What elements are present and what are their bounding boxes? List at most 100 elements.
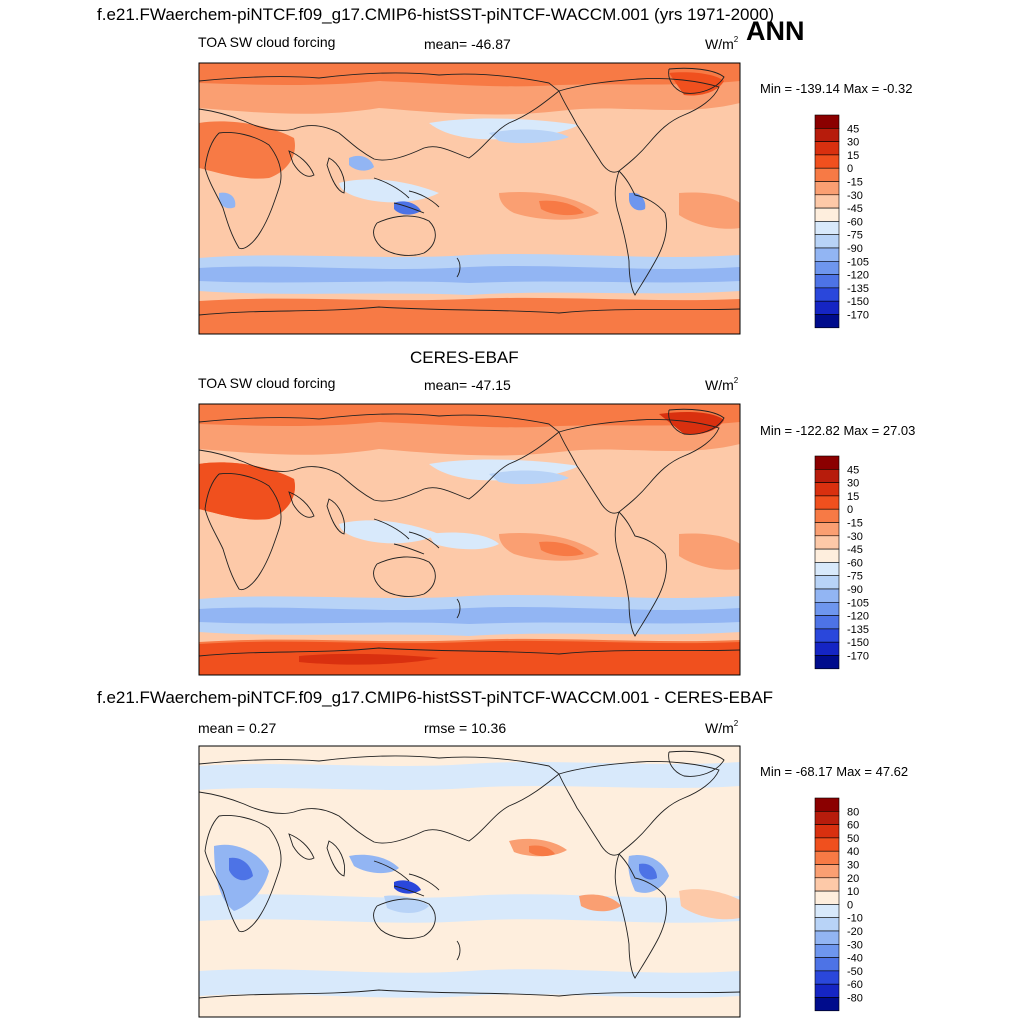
colorbar-box: [814, 797, 840, 812]
colorbar-tick-label: -170: [847, 651, 869, 663]
colorbar-box: [814, 628, 840, 643]
colorbar-box: [814, 970, 840, 985]
colorbar-box: [814, 260, 840, 275]
colorbar-tick-label: -40: [847, 953, 863, 965]
colorbar-box: [814, 247, 840, 262]
colorbar-tick-label: -30: [847, 939, 863, 951]
colorbar-box: [814, 314, 840, 329]
colorbar-tick-label: 10: [847, 886, 859, 898]
map-panel-mid: [198, 403, 741, 676]
colorbar-tick-label: -45: [847, 544, 863, 556]
colorbar-tick-label: 30: [847, 860, 859, 872]
colorbar-tick-label: 0: [847, 899, 853, 911]
colorbar-tick-label: -30: [847, 190, 863, 202]
colorbar-tick-label: 45: [847, 464, 859, 476]
colorbar-box: [814, 221, 840, 235]
colorbar-box: [814, 837, 840, 852]
colorbar-box: [814, 997, 840, 1012]
colorbar-tick-label: 0: [847, 504, 853, 516]
colorbar-tick-label: -60: [847, 979, 863, 991]
colorbar-box: [814, 601, 840, 616]
colorbar-box: [814, 810, 840, 825]
colorbar-box: [814, 588, 840, 603]
panel-top-mean: mean= -46.87: [424, 36, 511, 52]
colorbar-box: [814, 167, 840, 182]
colorbar-tick-label: 15: [847, 150, 859, 162]
colorbar-tick-label: -120: [847, 270, 869, 282]
panel-mid-minmax: Min = -122.82 Max = 27.03: [760, 423, 916, 438]
colorbar-box: [814, 508, 840, 523]
colorbar-tick-label: -150: [847, 296, 869, 308]
colorbar-box: [814, 864, 840, 879]
colorbar-tick-label: -105: [847, 597, 869, 609]
colorbar-tick-label: -150: [847, 637, 869, 649]
colorbar-tick-label: 30: [847, 137, 859, 149]
colorbar-tick-label: -90: [847, 243, 863, 255]
colorbar-tick-label: -105: [847, 256, 869, 268]
colorbar-tick-label: -75: [847, 230, 863, 242]
colorbar-box: [814, 300, 840, 315]
panel-mid-title: CERES-EBAF: [410, 348, 519, 367]
colorbar-box: [814, 234, 840, 249]
colorbar-box: [814, 522, 840, 537]
colorbar-box: [814, 890, 840, 905]
panel-mid-units: W/m2: [705, 376, 739, 393]
colorbar-box: [814, 615, 840, 630]
colorbar-box: [814, 128, 840, 142]
colorbar-tick-label: 15: [847, 491, 859, 503]
colorbar-box: [814, 957, 840, 972]
season-label: ANN: [746, 16, 805, 46]
colorbar-tick-label: -75: [847, 571, 863, 583]
colorbar-box: [814, 207, 840, 222]
panel-bot-title: f.e21.FWaerchem-piNTCF.f09_g17.CMIP6-his…: [97, 688, 774, 707]
colorbar-tick-label: -30: [847, 531, 863, 543]
colorbar-tick-label: -10: [847, 913, 863, 925]
colorbar-box: [814, 141, 840, 156]
colorbar-box: [814, 575, 840, 590]
colorbar-tick-label: -170: [847, 310, 869, 322]
colorbar-box: [814, 455, 840, 470]
colorbar-tick-label: 60: [847, 820, 859, 832]
panel-mid-mean: mean= -47.15: [424, 377, 511, 393]
colorbar-box: [814, 181, 840, 196]
colorbar-tick-label: 50: [847, 833, 859, 845]
colorbar-tick-label: 0: [847, 163, 853, 175]
colorbar-box: [814, 194, 840, 209]
colorbar-box: [814, 983, 840, 998]
colorbar-tick-label: -80: [847, 993, 863, 1005]
map-panel-bot: [198, 745, 741, 1018]
colorbar-box: [814, 824, 840, 839]
panel-bot-minmax: Min = -68.17 Max = 47.62: [760, 764, 909, 779]
colorbar-box: [814, 641, 840, 656]
colorbar-tick-label: -60: [847, 216, 863, 228]
colorbar-tick-label: 20: [847, 873, 859, 885]
colorbar-box: [814, 655, 840, 670]
colorbar-box: [814, 274, 840, 289]
colorbar-box: [814, 482, 840, 497]
colorbar-tick-label: 40: [847, 846, 859, 858]
colorbar-box: [814, 562, 840, 577]
colorbar-box: [814, 917, 840, 932]
colorbar-tick-label: -50: [847, 966, 863, 978]
colorbar-tick-label: -120: [847, 611, 869, 623]
colorbar-box: [814, 904, 840, 919]
colorbar-box: [814, 535, 840, 550]
colorbar-box: [814, 154, 840, 169]
colorbar-tick-label: -15: [847, 177, 863, 189]
colorbar-tick-label: -135: [847, 624, 869, 636]
panel-bot-mean: mean = 0.27: [198, 720, 277, 736]
panel-top-variable: TOA SW cloud forcing: [198, 34, 336, 50]
colorbar-box: [814, 930, 840, 945]
panel-mid-variable: TOA SW cloud forcing: [198, 375, 336, 391]
colorbar-tick-label: -45: [847, 203, 863, 215]
colorbar-tick-label: -20: [847, 926, 863, 938]
colorbar-box: [814, 495, 840, 510]
colorbar-tick-label: -90: [847, 584, 863, 596]
colorbar-box: [814, 850, 840, 865]
colorbar-box: [814, 877, 840, 892]
panel-top-units: W/m2: [705, 35, 739, 52]
